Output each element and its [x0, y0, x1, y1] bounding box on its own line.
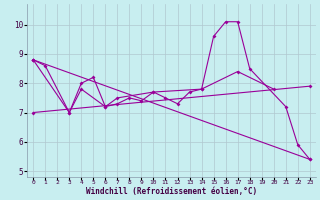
X-axis label: Windchill (Refroidissement éolien,°C): Windchill (Refroidissement éolien,°C) — [86, 187, 257, 196]
